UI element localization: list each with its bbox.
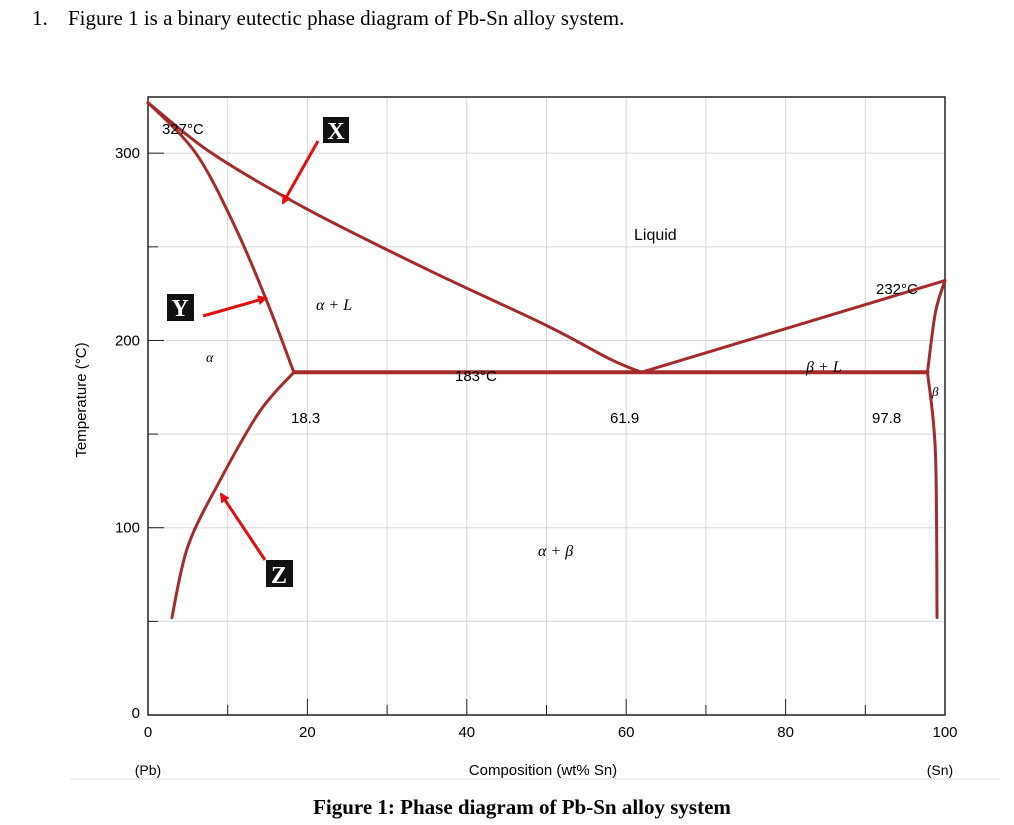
question-number: 1. [32,6,48,30]
question-text: 1. Figure 1 is a binary eutectic phase di… [32,6,624,31]
marker-z-arrow [219,492,267,561]
marker-x-letter: X [327,119,345,145]
eutectic-temp-label: 183°C [455,368,497,385]
marker-z-letter: Z [271,563,287,589]
marker-x-arrow [281,140,320,205]
region-liquid: Liquid [634,227,677,244]
grid [148,97,945,715]
marker-y-letter: Y [171,296,188,322]
beta-max-label: 97.8 [872,410,901,427]
x-tick-label: 80 [777,724,794,741]
phase-line-solidus-beta [925,279,947,374]
y-tick-label: 300 [115,145,140,162]
phase-line-liquidus-sn [639,279,947,374]
x-tick-label: 20 [299,724,316,741]
region-beta: β [931,384,939,399]
phase-line-liquidus-pb [146,101,643,374]
x-tick-label: 40 [458,724,475,741]
x-end-label-pb: (Pb) [135,762,161,778]
question-body: Figure 1 is a binary eutectic phase diag… [68,6,625,30]
region-alpha-plus-liquid: α + L [316,297,352,314]
x-tick-label: 100 [932,724,957,741]
figure-caption: Figure 1: Phase diagram of Pb-Sn alloy s… [313,795,731,819]
x-tick-label: 60 [618,724,635,741]
marker-z: Z [219,492,293,589]
y-tick-label: 0 [132,705,140,722]
marker-y-arrow [202,295,268,318]
phase-line-solvus-alpha [170,370,296,620]
region-alpha-plus-beta: α + β [538,543,573,560]
alpha-max-label: 18.3 [291,410,320,427]
marker-y: Y [167,294,268,322]
x-end-label-sn: (Sn) [927,762,953,778]
y-axis-label: Temperature (°C) [73,342,90,457]
sn-melting-label: 232°C [876,281,918,298]
region-alpha: α [206,351,214,366]
phase-lines [146,101,947,620]
x-axis-label: Composition (wt% Sn) [469,762,617,779]
phase-line-solidus-alpha [146,101,296,374]
eutectic-comp-label: 61.9 [610,410,639,427]
y-tick-label: 100 [115,520,140,537]
pb-melting-label: 327°C [162,121,204,138]
axis-ticks: 0 20 40 60 80 100 0 100 200 300 [115,145,958,741]
region-beta-plus-liquid: β + L [805,359,842,376]
y-tick-label: 200 [115,332,140,349]
x-tick-label: 0 [144,724,152,741]
phase-line-solvus-beta [925,370,939,620]
marker-x: X [281,117,349,205]
